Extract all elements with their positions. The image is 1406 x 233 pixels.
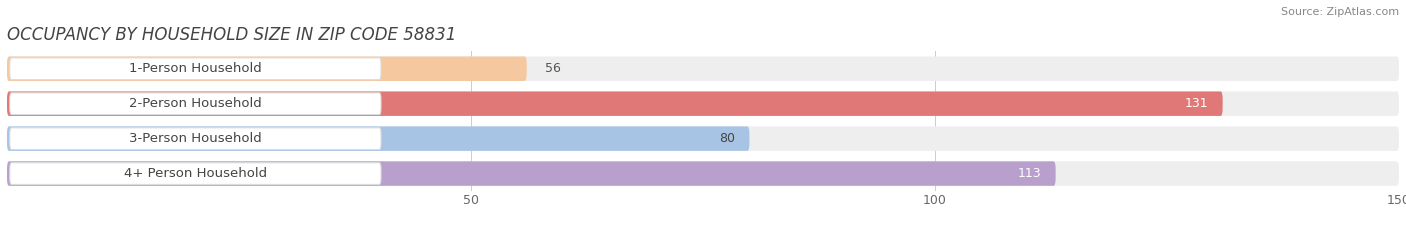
FancyBboxPatch shape xyxy=(7,126,749,151)
FancyBboxPatch shape xyxy=(7,57,527,81)
FancyBboxPatch shape xyxy=(7,57,1399,81)
FancyBboxPatch shape xyxy=(7,161,1056,186)
Text: Source: ZipAtlas.com: Source: ZipAtlas.com xyxy=(1281,7,1399,17)
FancyBboxPatch shape xyxy=(10,128,381,150)
Text: 1-Person Household: 1-Person Household xyxy=(129,62,262,75)
Text: 3-Person Household: 3-Person Household xyxy=(129,132,262,145)
FancyBboxPatch shape xyxy=(10,93,381,115)
Text: 131: 131 xyxy=(1185,97,1209,110)
Text: 2-Person Household: 2-Person Household xyxy=(129,97,262,110)
Text: 113: 113 xyxy=(1018,167,1042,180)
FancyBboxPatch shape xyxy=(7,126,1399,151)
Text: 80: 80 xyxy=(720,132,735,145)
FancyBboxPatch shape xyxy=(10,58,381,80)
FancyBboxPatch shape xyxy=(7,92,1399,116)
Text: 56: 56 xyxy=(546,62,561,75)
Text: 4+ Person Household: 4+ Person Household xyxy=(124,167,267,180)
FancyBboxPatch shape xyxy=(7,161,1399,186)
FancyBboxPatch shape xyxy=(10,163,381,185)
FancyBboxPatch shape xyxy=(7,92,1223,116)
Text: OCCUPANCY BY HOUSEHOLD SIZE IN ZIP CODE 58831: OCCUPANCY BY HOUSEHOLD SIZE IN ZIP CODE … xyxy=(7,26,457,44)
